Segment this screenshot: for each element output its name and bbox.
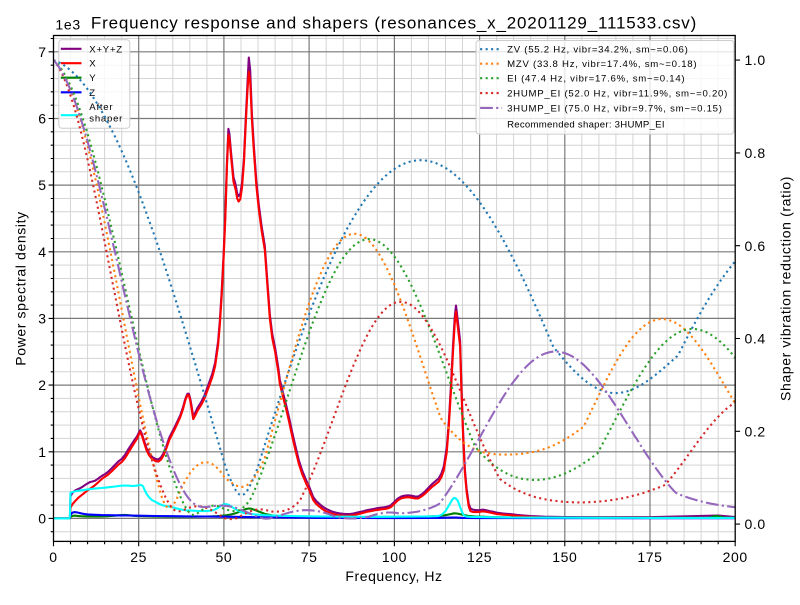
svg-text:0.8: 0.8 — [745, 145, 766, 161]
svg-text:3HUMP_EI (75.0 Hz, vibr=9.7%,: 3HUMP_EI (75.0 Hz, vibr=9.7%, sm~=0.15) — [507, 103, 723, 114]
svg-text:200: 200 — [723, 549, 748, 565]
svg-text:0: 0 — [38, 511, 46, 527]
svg-text:0.4: 0.4 — [745, 331, 766, 347]
svg-text:Power spectral density: Power spectral density — [13, 211, 29, 365]
svg-text:1e3: 1e3 — [55, 16, 80, 32]
svg-text:X: X — [89, 59, 96, 70]
svg-text:After: After — [89, 102, 113, 113]
svg-text:75: 75 — [301, 549, 318, 565]
svg-text:50: 50 — [216, 549, 233, 565]
svg-text:Frequency response and shapers: Frequency response and shapers (resonanc… — [91, 14, 697, 33]
svg-text:Frequency, Hz: Frequency, Hz — [345, 568, 442, 584]
svg-text:5: 5 — [38, 177, 46, 193]
svg-text:175: 175 — [637, 549, 662, 565]
svg-text:Y: Y — [89, 73, 96, 84]
svg-text:1.0: 1.0 — [745, 52, 766, 68]
svg-text:125: 125 — [467, 549, 492, 565]
svg-text:0.2: 0.2 — [745, 423, 766, 439]
svg-text:0.6: 0.6 — [745, 238, 766, 254]
svg-text:4: 4 — [38, 244, 46, 260]
svg-text:shaper: shaper — [89, 114, 123, 125]
svg-text:X+Y+Z: X+Y+Z — [89, 44, 123, 55]
svg-text:2HUMP_EI (52.0 Hz, vibr=11.9%,: 2HUMP_EI (52.0 Hz, vibr=11.9%, sm~=0.20) — [507, 89, 728, 100]
svg-text:0: 0 — [49, 549, 57, 565]
svg-text:ZV (55.2 Hz, vibr=34.2%, sm~=0: ZV (55.2 Hz, vibr=34.2%, sm~=0.06) — [507, 45, 688, 56]
svg-text:150: 150 — [552, 549, 577, 565]
svg-text:Shaper vibration reduction (ra: Shaper vibration reduction (ratio) — [778, 176, 794, 401]
svg-text:Recommended shaper: 3HUMP_EI: Recommended shaper: 3HUMP_EI — [507, 119, 665, 130]
svg-text:Z: Z — [89, 88, 96, 99]
svg-text:1: 1 — [38, 444, 46, 460]
svg-text:7: 7 — [38, 44, 46, 60]
svg-text:100: 100 — [382, 549, 407, 565]
svg-text:EI (47.4 Hz, vibr=17.6%, sm~=0: EI (47.4 Hz, vibr=17.6%, sm~=0.14) — [507, 74, 685, 85]
svg-text:25: 25 — [130, 549, 147, 565]
svg-text:6: 6 — [38, 111, 46, 127]
svg-text:MZV (33.8 Hz, vibr=17.4%, sm~=: MZV (33.8 Hz, vibr=17.4%, sm~=0.18) — [507, 59, 697, 70]
svg-text:2: 2 — [38, 377, 46, 393]
svg-text:3: 3 — [38, 311, 46, 327]
svg-text:0.0: 0.0 — [745, 516, 766, 532]
